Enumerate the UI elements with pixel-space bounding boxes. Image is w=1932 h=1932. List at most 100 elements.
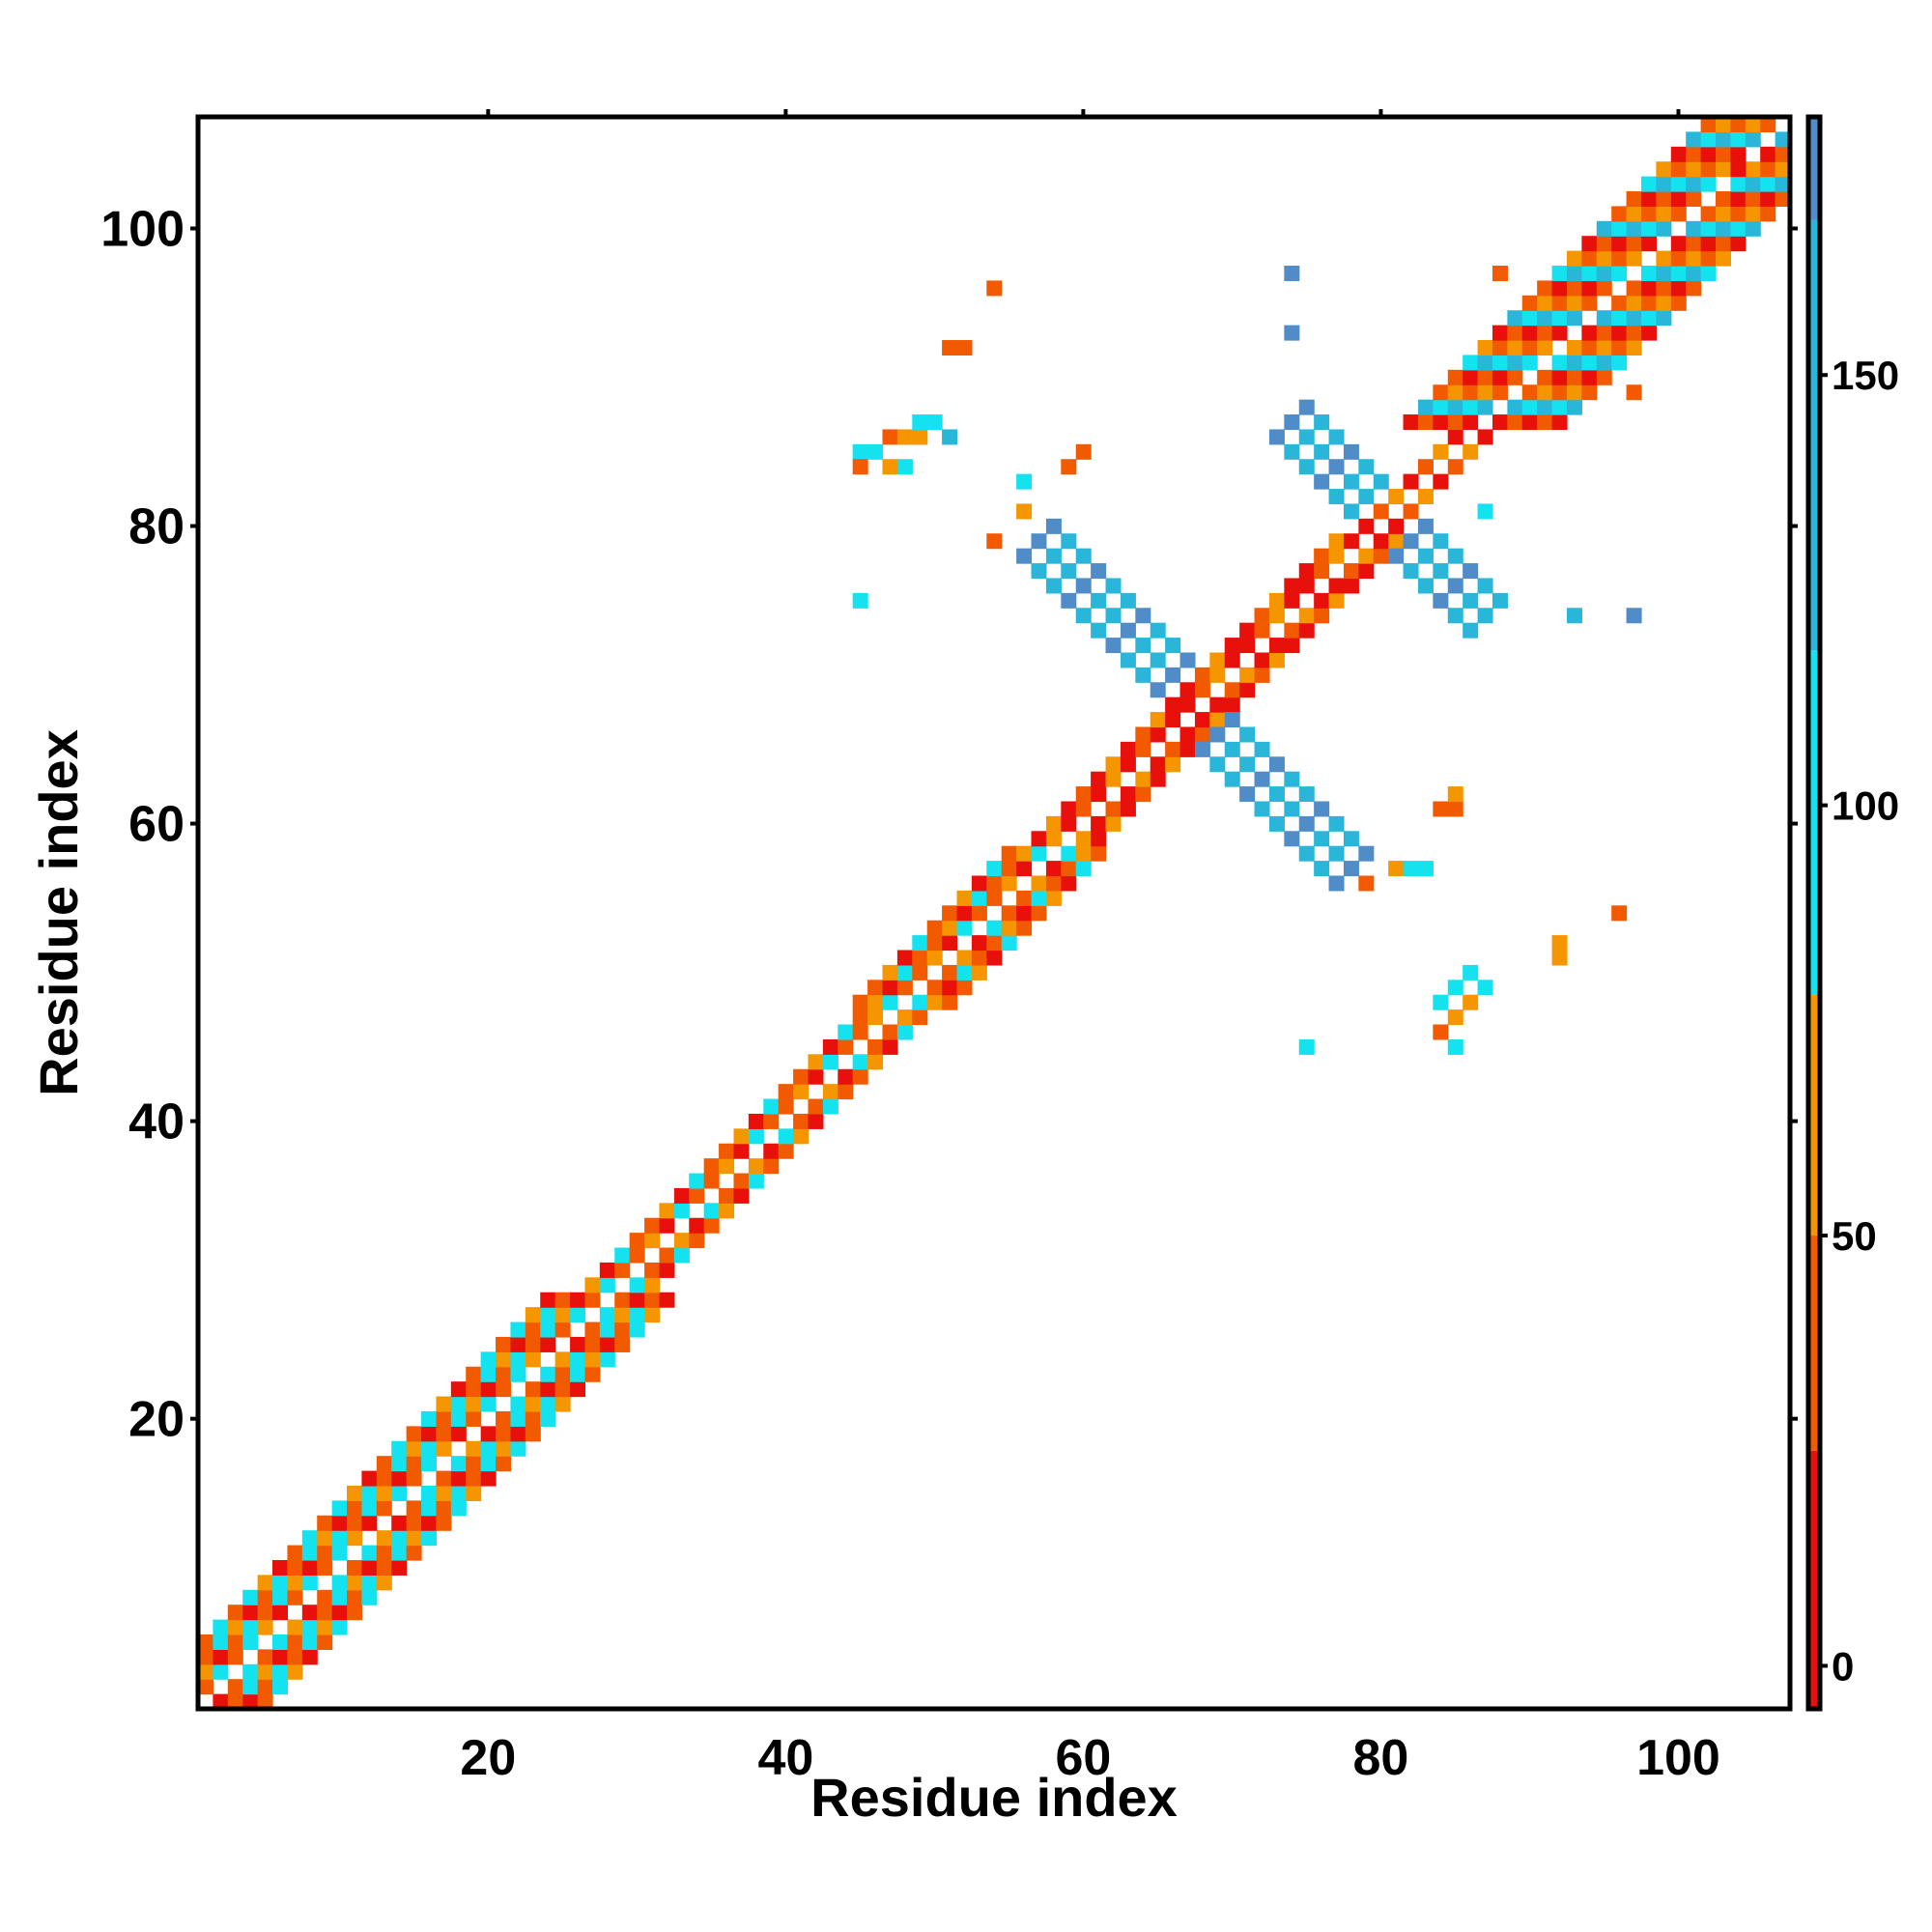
- heatmap-cell: [525, 1321, 541, 1338]
- heatmap-cell: [1521, 355, 1538, 371]
- heatmap-cell: [719, 1187, 735, 1204]
- heatmap-cell: [599, 1321, 615, 1338]
- heatmap-cell: [1314, 473, 1330, 490]
- heatmap-cell: [1105, 815, 1122, 832]
- heatmap-cell: [1298, 399, 1315, 415]
- heatmap-cell: [1091, 831, 1107, 847]
- heatmap-cell: [1433, 399, 1449, 415]
- heatmap-cell: [421, 1485, 438, 1501]
- heatmap-cell: [659, 1292, 675, 1308]
- heatmap-cell: [763, 1113, 780, 1129]
- heatmap-cell: [1298, 608, 1315, 624]
- heatmap-cell: [1477, 503, 1493, 520]
- heatmap-cell: [1179, 741, 1196, 757]
- heatmap-cell: [1298, 1038, 1315, 1055]
- heatmap-cell: [1670, 191, 1687, 208]
- heatmap-cell: [1373, 503, 1389, 520]
- heatmap-cell: [287, 1575, 303, 1591]
- heatmap-cell: [1566, 266, 1582, 282]
- heatmap-cell: [1417, 548, 1434, 564]
- heatmap-cell: [942, 340, 958, 356]
- heatmap-cell: [1656, 266, 1672, 282]
- heatmap-cell: [1343, 443, 1359, 460]
- heatmap-cell: [1463, 592, 1479, 609]
- heatmap-cell: [1254, 608, 1270, 624]
- heatmap-cell: [1686, 131, 1702, 148]
- heatmap-cell: [1507, 355, 1523, 371]
- heatmap-cell: [1492, 355, 1508, 371]
- heatmap-cell: [584, 1351, 601, 1368]
- heatmap-cell: [1507, 310, 1523, 327]
- heatmap-cell: [347, 1575, 363, 1591]
- heatmap-cell: [436, 1515, 452, 1531]
- y-axis-label: Residue index: [28, 729, 89, 1096]
- heatmap-cell: [317, 1559, 333, 1576]
- heatmap-cell: [1656, 295, 1672, 311]
- heatmap-cell: [1640, 310, 1657, 327]
- heatmap-cell: [629, 1307, 645, 1323]
- heatmap-cell: [896, 1024, 913, 1040]
- heatmap-cell: [376, 1500, 392, 1517]
- heatmap-cell: [1566, 608, 1582, 624]
- heatmap-cell: [1105, 638, 1122, 654]
- heatmap-cell: [1596, 220, 1612, 237]
- heatmap-cell: [778, 1143, 794, 1159]
- colorbar-tick-label: 100: [1832, 783, 1899, 829]
- heatmap-cell: [912, 414, 928, 431]
- heatmap-cell: [376, 1559, 392, 1576]
- heatmap-cell: [1224, 712, 1240, 728]
- heatmap-cell: [1045, 875, 1062, 892]
- heatmap-cell: [689, 1187, 705, 1204]
- heatmap-cell: [1715, 117, 1731, 132]
- heatmap-cell: [1403, 414, 1419, 431]
- heatmap-cell: [272, 1575, 289, 1591]
- heatmap-cell: [644, 1262, 661, 1278]
- heatmap-cell: [347, 1559, 363, 1576]
- heatmap-cell: [986, 280, 1003, 297]
- heatmap-cell: [1314, 801, 1330, 817]
- heatmap-cell: [808, 1068, 824, 1085]
- heatmap-cell: [242, 1619, 259, 1635]
- heatmap-cell: [1194, 712, 1210, 728]
- heatmap-cell: [1254, 741, 1270, 757]
- heatmap-cell: [1581, 236, 1598, 252]
- heatmap-cell: [1581, 250, 1598, 267]
- heatmap-cell: [1061, 801, 1077, 817]
- heatmap-cell: [510, 1321, 526, 1338]
- heatmap-cell: [986, 890, 1003, 906]
- heatmap-cell: [1745, 131, 1761, 148]
- heatmap-cell: [912, 950, 928, 966]
- heatmap-cell: [1016, 473, 1033, 490]
- heatmap-cell: [942, 980, 958, 996]
- heatmap-cell: [1224, 682, 1240, 698]
- heatmap-cell: [391, 1545, 408, 1561]
- heatmap-cell: [1463, 622, 1479, 639]
- heatmap-cell: [331, 1619, 348, 1635]
- heatmap-cell: [1447, 980, 1463, 996]
- heatmap-cell: [1670, 266, 1687, 282]
- heatmap-cell: [1521, 310, 1538, 327]
- heatmap-cell: [1224, 741, 1240, 757]
- heatmap-cell: [882, 429, 898, 445]
- heatmap-cell: [1745, 176, 1761, 192]
- heatmap-cell: [1581, 340, 1598, 356]
- heatmap-cell: [1268, 756, 1285, 773]
- heatmap-cell: [1656, 191, 1672, 208]
- heatmap-cell: [882, 459, 898, 475]
- heatmap-cell: [1388, 489, 1405, 505]
- heatmap-cell: [1209, 667, 1226, 683]
- heatmap-cell: [480, 1470, 497, 1487]
- heatmap-cell: [1640, 206, 1657, 222]
- heatmap-cell: [1031, 845, 1047, 862]
- heatmap-cell: [852, 1009, 868, 1026]
- heatmap-cell: [1314, 831, 1330, 847]
- heatmap-cell: [971, 890, 987, 906]
- heatmap-cell: [213, 1649, 229, 1665]
- heatmap-cell: [406, 1530, 422, 1547]
- heatmap-cell: [1343, 578, 1359, 594]
- colorbar-band: [1808, 994, 1820, 1236]
- heatmap-cell: [1165, 667, 1181, 683]
- heatmap-cell: [1670, 250, 1687, 267]
- heatmap-cell: [896, 980, 913, 996]
- heatmap-cell: [1284, 831, 1300, 847]
